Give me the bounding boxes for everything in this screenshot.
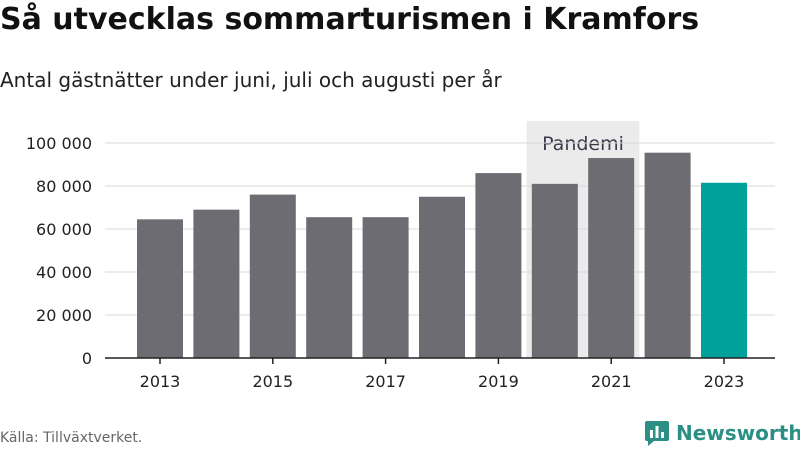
x-tick-label: 2021	[591, 372, 632, 391]
bar-2022	[644, 152, 691, 358]
bar-2020	[531, 183, 578, 358]
chart-subtitle: Antal gästnätter under juni, juli och au…	[0, 68, 502, 92]
x-tick-label: 2013	[140, 372, 181, 391]
y-tick-label: 60 000	[36, 220, 92, 239]
y-tick-label: 0	[82, 349, 92, 368]
x-tick-label: 2017	[365, 372, 406, 391]
x-tick-label: 2019	[478, 372, 519, 391]
newsworthy-logo: Newsworthy	[644, 419, 800, 447]
y-tick-label: 100 000	[26, 134, 92, 153]
bar-2021	[588, 158, 635, 358]
x-tick-label: 2015	[252, 372, 293, 391]
bar-2013	[137, 219, 183, 358]
bar-2017	[362, 217, 409, 358]
y-tick-label: 40 000	[36, 263, 92, 282]
pandemic-label: Pandemi	[542, 133, 624, 155]
chart-title: Så utvecklas sommarturismen i Kramfors	[0, 2, 700, 37]
bar-2019	[475, 173, 522, 358]
bar-2016	[306, 217, 353, 358]
x-tick-label: 2023	[704, 372, 745, 391]
bar-chart: Pandemi 0 20 000 40 000 60 000 80 000 100 000 2…	[26, 121, 775, 391]
bar-2015	[249, 194, 296, 358]
brand-name: Newsworthy	[676, 421, 800, 445]
source-note: Källa: Tillväxtverket.	[0, 430, 143, 446]
bar-2023	[701, 182, 747, 358]
y-tick-label: 80 000	[36, 177, 92, 196]
bar-2018	[419, 196, 465, 358]
newsworthy-logo-icon	[645, 421, 669, 446]
y-tick-label: 20 000	[36, 306, 92, 325]
bar-2014	[193, 209, 240, 358]
